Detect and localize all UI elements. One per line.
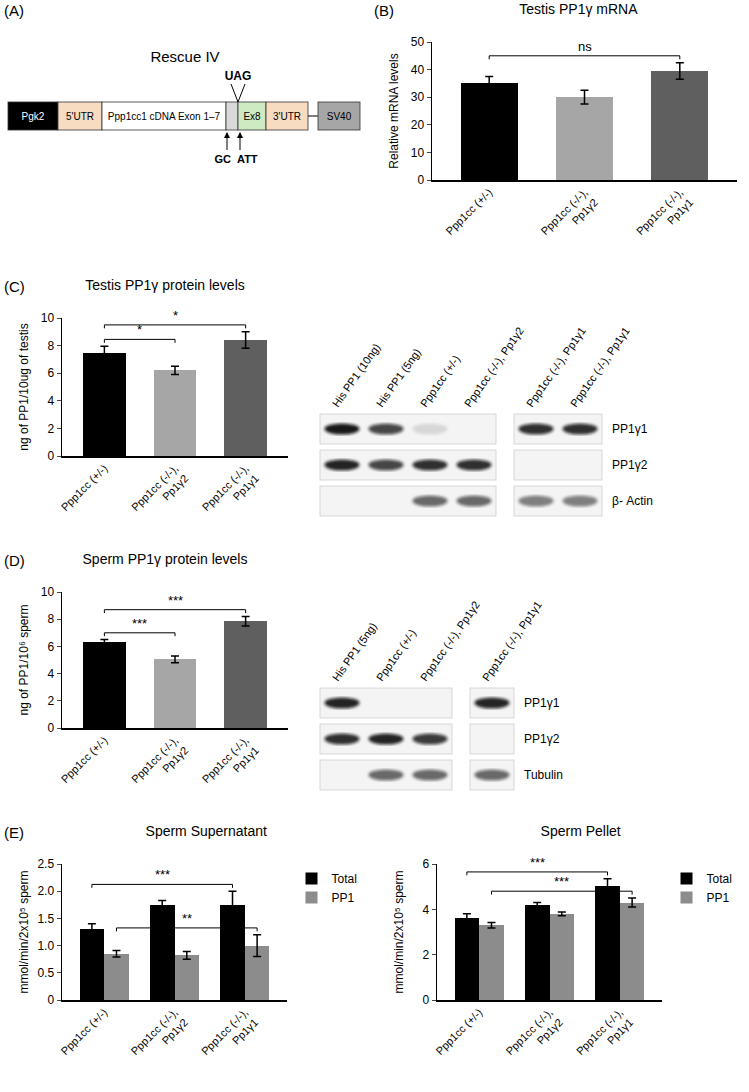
- svg-text:8: 8: [47, 612, 54, 626]
- svg-text:0: 0: [47, 993, 54, 1007]
- svg-text:20: 20: [411, 118, 425, 132]
- svg-text:***: ***: [155, 867, 170, 882]
- svg-text:Ppp1cc (-/-),Pp1γ2: Ppp1cc (-/-),Pp1γ2: [129, 734, 190, 795]
- svg-text:Testis PP1γ protein levels: Testis PP1γ protein levels: [85, 277, 245, 293]
- svg-text:ATT: ATT: [237, 153, 258, 165]
- svg-text:Testis PP1γ mRNA: Testis PP1γ mRNA: [519, 1, 638, 17]
- svg-text:PP1γ2: PP1γ2: [524, 732, 560, 746]
- svg-text:Ppp1cc (+/-): Ppp1cc (+/-): [374, 627, 418, 683]
- svg-text:2.0: 2.0: [37, 884, 54, 898]
- html-text:(A): (A): [4, 2, 24, 19]
- svg-text:PP1γ2: PP1γ2: [612, 458, 648, 472]
- svg-text:Ppp1cc (+/-): Ppp1cc (+/-): [58, 1006, 109, 1057]
- svg-text:Sperm PP1γ protein levels: Sperm PP1γ protein levels: [83, 551, 248, 567]
- svg-text:4: 4: [47, 667, 54, 681]
- svg-text:2: 2: [422, 948, 429, 962]
- svg-text:Ppp1cc (+/-): Ppp1cc (+/-): [59, 462, 110, 513]
- svg-text:His PP1 (5ng): His PP1 (5ng): [330, 620, 379, 683]
- svg-text:Total: Total: [332, 872, 357, 886]
- svg-text:Pgk2: Pgk2: [22, 111, 45, 122]
- svg-text:4: 4: [47, 394, 54, 408]
- svg-text:Ppp1cc (-/-), Pp1γ1: Ppp1cc (-/-), Pp1γ1: [568, 325, 632, 410]
- svg-text:Ppp1cc (-/-),Pp1γ1: Ppp1cc (-/-),Pp1γ1: [574, 1006, 635, 1067]
- svg-text:Ppp1cc (-/-), Pp1γ1: Ppp1cc (-/-), Pp1γ1: [523, 324, 588, 410]
- svg-text:Ppp1cc (+/-): Ppp1cc (+/-): [59, 734, 110, 785]
- html-text:(D): (D): [4, 552, 25, 569]
- svg-text:UAG: UAG: [225, 69, 252, 83]
- svg-text:Sperm Supernatant: Sperm Supernatant: [146, 823, 268, 839]
- svg-text:30: 30: [411, 90, 425, 104]
- svg-text:Ppp1cc (-/-),Pp1γ2: Ppp1cc (-/-),Pp1γ2: [539, 186, 600, 247]
- svg-text:PP1: PP1: [707, 891, 730, 905]
- svg-text:Ex8: Ex8: [243, 111, 261, 122]
- html-text:(B): (B): [374, 2, 394, 19]
- svg-text:*: *: [137, 322, 142, 337]
- svg-text:Ppp1cc (+/-): Ppp1cc (+/-): [433, 1006, 484, 1057]
- svg-text:8: 8: [47, 339, 54, 353]
- html-text:(C): (C): [4, 278, 25, 295]
- svg-text:Ppp1cc (-/-),Pp1γ1: Ppp1cc (-/-),Pp1γ1: [634, 186, 695, 247]
- svg-text:Ppp1cc (-/-),Pp1γ2: Ppp1cc (-/-),Pp1γ2: [129, 1006, 190, 1067]
- svg-text:Ppp1cc (-/-),Pp1γ2: Ppp1cc (-/-),Pp1γ2: [504, 1006, 565, 1067]
- svg-text:ng of PP1/10ug of testis: ng of PP1/10ug of testis: [17, 323, 31, 450]
- svg-text:PP1γ1: PP1γ1: [524, 696, 560, 710]
- svg-text:2: 2: [47, 694, 54, 708]
- svg-text:0: 0: [47, 449, 54, 463]
- svg-text:Ppp1cc (-/-),Pp1γ1: Ppp1cc (-/-),Pp1γ1: [199, 1006, 260, 1067]
- html-text:(E): (E): [4, 824, 24, 841]
- svg-text:Ppp1cc (-/-), Pp1γ2: Ppp1cc (-/-), Pp1γ2: [418, 599, 482, 684]
- svg-text:***: ***: [168, 593, 183, 608]
- svg-text:Total: Total: [707, 872, 732, 886]
- svg-text:**: **: [182, 911, 192, 926]
- svg-text:0: 0: [417, 173, 424, 187]
- svg-text:1.5: 1.5: [37, 912, 54, 926]
- svg-text:mmol/min/2x10⁵ sperm: mmol/min/2x10⁵ sperm: [17, 870, 31, 993]
- svg-text:*: *: [173, 308, 178, 323]
- svg-text:β- Actin: β- Actin: [612, 494, 653, 508]
- svg-text:10: 10: [411, 146, 425, 160]
- svg-text:5'UTR: 5'UTR: [66, 111, 94, 122]
- svg-text:1.0: 1.0: [37, 939, 54, 953]
- svg-text:mmol/min/2x10⁵ sperm: mmol/min/2x10⁵ sperm: [392, 870, 406, 993]
- svg-text:GC: GC: [215, 153, 232, 165]
- svg-text:Tubulin: Tubulin: [524, 768, 563, 782]
- svg-text:ng of PP1/10⁶ sperm: ng of PP1/10⁶ sperm: [17, 604, 31, 715]
- svg-text:Ppp1cc (-/-),Pp1γ1: Ppp1cc (-/-),Pp1γ1: [200, 734, 261, 795]
- svg-text:0.5: 0.5: [37, 966, 54, 980]
- svg-text:Ppp1cc (+/-): Ppp1cc (+/-): [443, 186, 494, 237]
- svg-text:50: 50: [411, 35, 425, 49]
- svg-text:4: 4: [422, 903, 429, 917]
- svg-text:ns: ns: [578, 39, 592, 54]
- svg-text:His PP1 (10ng): His PP1 (10ng): [330, 341, 383, 409]
- svg-text:3'UTR: 3'UTR: [273, 111, 301, 122]
- svg-text:Ppp1cc (+/-): Ppp1cc (+/-): [418, 353, 462, 409]
- svg-text:SV40: SV40: [327, 111, 352, 122]
- svg-text:10: 10: [41, 585, 55, 599]
- svg-text:Rescue IV: Rescue IV: [150, 48, 219, 65]
- svg-text:Ppp1cc1 cDNA Exon 1–7: Ppp1cc1 cDNA Exon 1–7: [108, 111, 221, 122]
- svg-text:***: ***: [554, 874, 569, 889]
- svg-text:Ppp1cc (-/-), Pp1γ1: Ppp1cc (-/-), Pp1γ1: [480, 599, 544, 684]
- svg-text:0: 0: [422, 993, 429, 1007]
- svg-text:6: 6: [47, 366, 54, 380]
- svg-text:Ppp1cc (-/-),Pp1γ1: Ppp1cc (-/-),Pp1γ1: [200, 462, 261, 523]
- svg-text:6: 6: [47, 640, 54, 654]
- svg-text:0: 0: [47, 721, 54, 735]
- svg-text:Relative mRNA levels: Relative mRNA levels: [387, 53, 401, 168]
- svg-text:***: ***: [132, 616, 147, 631]
- svg-text:40: 40: [411, 63, 425, 77]
- svg-text:***: ***: [530, 855, 545, 870]
- svg-text:10: 10: [41, 311, 55, 325]
- svg-text:PP1: PP1: [332, 891, 355, 905]
- svg-text:Ppp1cc (-/-),Pp1γ2: Ppp1cc (-/-),Pp1γ2: [129, 462, 190, 523]
- svg-text:2.5: 2.5: [37, 857, 54, 871]
- svg-text:2: 2: [47, 422, 54, 436]
- svg-text:Sperm Pellet: Sperm Pellet: [541, 823, 621, 839]
- svg-text:PP1γ1: PP1γ1: [612, 422, 648, 436]
- svg-text:His PP1 (5ng): His PP1 (5ng): [374, 346, 423, 409]
- svg-text:6: 6: [422, 857, 429, 871]
- svg-text:Ppp1cc (-/-), Pp1γ2: Ppp1cc (-/-), Pp1γ2: [462, 325, 526, 410]
